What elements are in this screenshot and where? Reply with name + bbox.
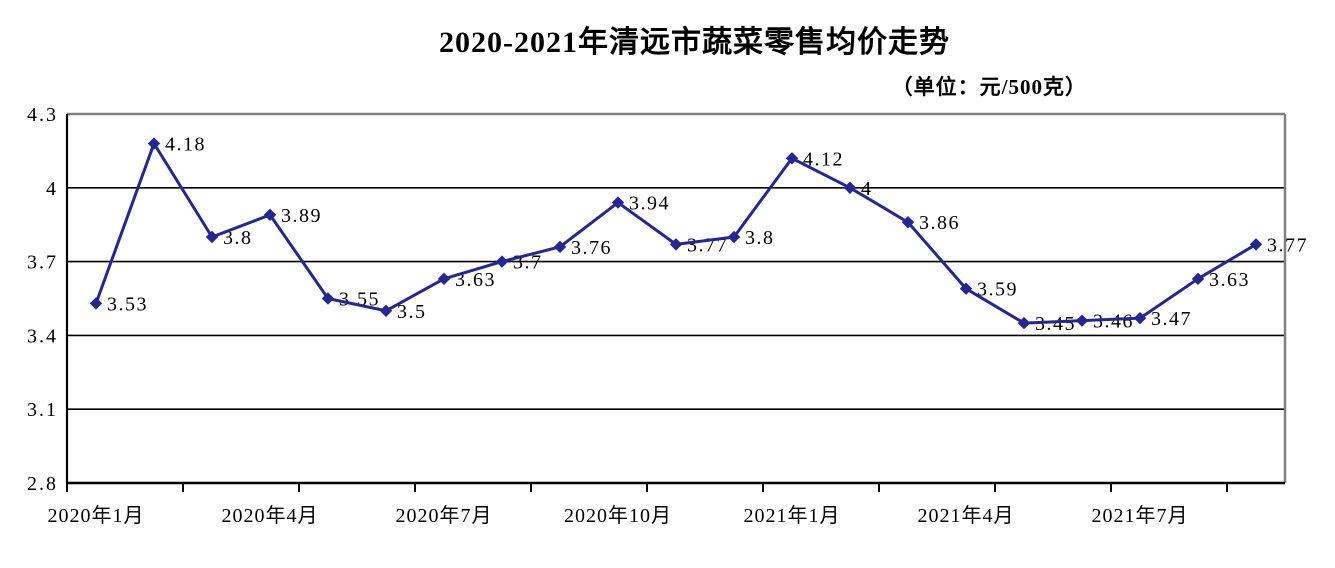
data-point-label: 3.8 [745,227,775,249]
y-axis-labels: 4.3 4 3.7 3.4 3.1 2.8 [27,104,58,495]
data-point-marker [263,208,277,222]
data-point-label: 4.18 [165,134,206,156]
chart-unit-label: （单位：元/500克） [891,75,1087,99]
data-point-label: 4.12 [803,148,844,170]
data-point-label: 3.86 [919,212,960,234]
data-point-label: 3.5 [397,301,427,323]
data-point-marker [727,230,741,244]
gridlines [67,187,1285,411]
data-point-marker [901,216,915,229]
x-axis-label: 2021年1月 [744,504,841,527]
x-axis-label: 2021年4月 [918,504,1015,527]
data-point-label: 3.89 [281,205,322,227]
data-point-label: 3.76 [571,237,612,259]
data-point-marker [553,240,567,254]
x-axis-label: 2020年7月 [396,504,493,527]
data-point-labels: 3.534.183.83.893.553.53.633.73.763.943.7… [107,134,1308,336]
data-point-marker [495,255,509,268]
data-point-label: 4 [861,178,873,200]
chart-title: 2020-2021年清远市蔬菜零售均价走势 [439,26,950,59]
data-point-marker [321,292,335,305]
data-point-marker [1017,316,1031,330]
x-axis-label: 2020年1月 [48,504,145,527]
x-axis-ticks [66,483,1228,492]
x-axis-labels: 2020年1月 2020年4月 2020年7月 2020年10月 2021年1月 2021… [48,504,1189,527]
y-axis-label: 3.1 [27,399,58,421]
price-series [89,137,1263,330]
data-point-marker [1133,311,1147,325]
data-point-label: 3.8 [223,227,253,249]
data-point-label: 3.94 [629,193,670,215]
data-point-label: 3.46 [1093,311,1134,333]
data-point-label: 3.77 [1267,234,1308,256]
series-line [94,142,1258,325]
data-point-marker [843,181,857,194]
data-point-marker [205,230,219,244]
data-point-label: 3.63 [1209,269,1250,291]
data-point-marker [959,282,973,295]
data-point-marker [147,137,161,150]
data-point-marker [1075,314,1089,327]
data-point-marker [89,297,103,310]
data-point-label: 3.63 [455,269,496,291]
data-point-label: 3.47 [1151,308,1192,330]
data-point-marker [785,152,799,165]
axes [65,112,1287,485]
data-point-marker [611,196,625,209]
y-axis-label: 2.8 [27,473,58,495]
data-point-label: 3.59 [977,279,1018,301]
data-point-marker [1191,272,1205,286]
data-point-label: 3.45 [1035,313,1076,335]
y-axis-label: 3.4 [27,325,58,347]
x-axis-label: 2021年7月 [1092,504,1189,527]
data-point-marker [1249,238,1263,251]
data-point-label: 3.55 [339,289,380,311]
data-point-marker [669,238,683,251]
y-axis-label: 4 [46,178,58,200]
x-axis-label: 2020年4月 [222,504,319,527]
data-point-marker [437,272,451,286]
data-point-label: 3.53 [107,293,148,315]
x-axis-label: 2020年10月 [564,504,672,527]
y-axis-label: 4.3 [27,104,58,126]
data-point-marker [379,304,393,317]
y-axis-label: 3.7 [27,252,58,274]
